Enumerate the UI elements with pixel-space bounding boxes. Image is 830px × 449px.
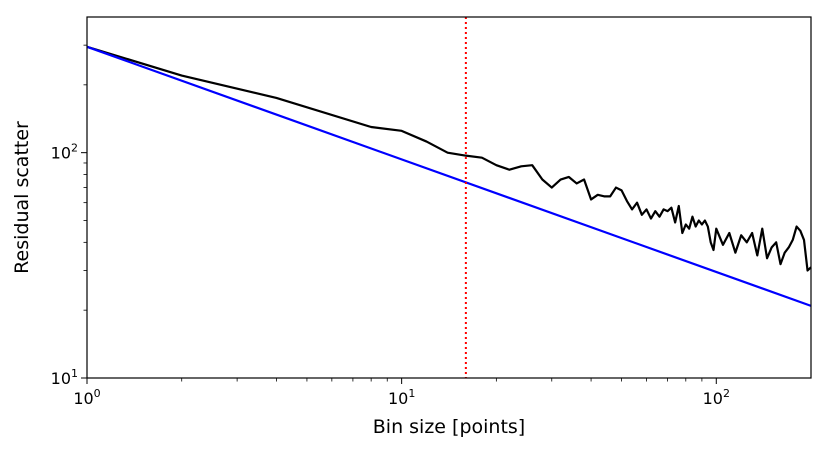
binned-scatter-line	[86, 45, 812, 272]
series-layer	[86, 45, 812, 307]
x-tick-label: 101	[388, 387, 415, 408]
y-tick-label: 101	[51, 367, 78, 388]
y-axis-label: Residual scatter	[11, 121, 33, 274]
y-tick-label: 102	[51, 142, 78, 163]
white-noise-line	[86, 45, 812, 307]
plot-frame	[86, 16, 812, 379]
x-tick-label: 102	[703, 387, 730, 408]
x-tick-label: 100	[73, 387, 100, 408]
x-axis-label: Bin size [points]	[373, 416, 525, 438]
